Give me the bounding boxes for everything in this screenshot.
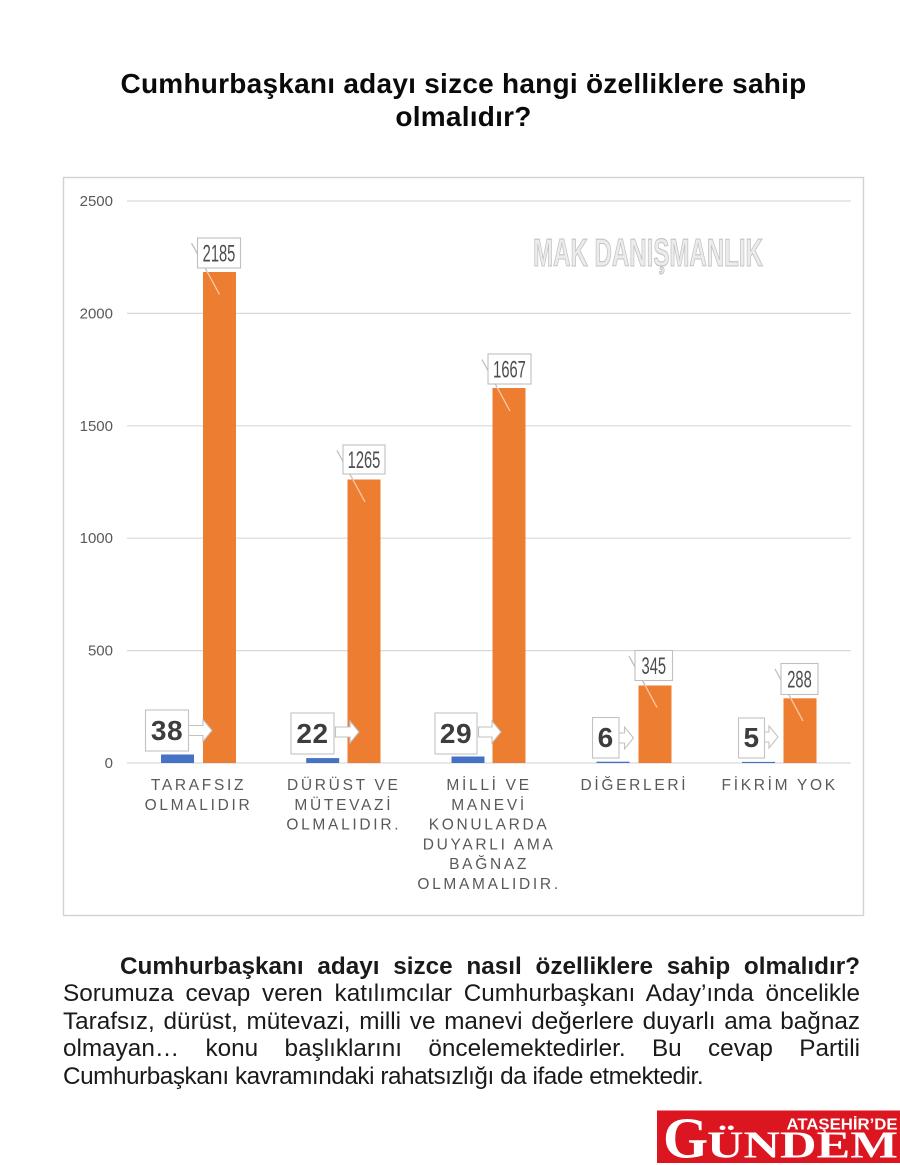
svg-text:2000: 2000 — [80, 305, 113, 322]
svg-text:500: 500 — [88, 643, 113, 660]
svg-text:MANEVİ: MANEVİ — [451, 796, 527, 814]
svg-text:ÜNDEM: ÜNDEM — [707, 1125, 898, 1165]
svg-text:OLMAMALIDIR.: OLMAMALIDIR. — [417, 876, 561, 893]
svg-text:1000: 1000 — [80, 530, 113, 547]
svg-text:TARAFSIZ: TARAFSIZ — [151, 777, 246, 794]
svg-text:29: 29 — [440, 718, 472, 749]
svg-text:ATAŞEHİR’DE: ATAŞEHİR’DE — [787, 1117, 898, 1134]
svg-text:MAK DANIŞMANLIK: MAK DANIŞMANLIK — [533, 231, 763, 274]
svg-text:OLMALIDIR.: OLMALIDIR. — [286, 817, 401, 834]
svg-text:2500: 2500 — [80, 193, 113, 210]
svg-text:BAĞNAZ: BAĞNAZ — [449, 856, 529, 873]
svg-text:1667: 1667 — [493, 357, 526, 384]
svg-text:345: 345 — [642, 653, 667, 680]
svg-text:0: 0 — [105, 755, 113, 772]
svg-text:38: 38 — [151, 715, 183, 746]
svg-text:1500: 1500 — [80, 418, 113, 435]
svg-text:KONULARDA: KONULARDA — [429, 817, 550, 834]
svg-text:FİKRİM YOK: FİKRİM YOK — [722, 776, 838, 794]
svg-text:OLMALIDIR: OLMALIDIR — [145, 797, 253, 814]
svg-text:22: 22 — [296, 718, 328, 749]
svg-text:DİĞERLERİ: DİĞERLERİ — [580, 776, 688, 794]
svg-text:DUYARLI AMA: DUYARLI AMA — [423, 836, 556, 853]
svg-text:G: G — [663, 1106, 708, 1165]
svg-text:MÜTEVAZİ: MÜTEVAZİ — [294, 796, 393, 814]
svg-text:DÜRÜST VE: DÜRÜST VE — [287, 776, 401, 794]
svg-text:1265: 1265 — [348, 447, 381, 474]
svg-text:288: 288 — [787, 667, 812, 694]
svg-text:6: 6 — [598, 722, 614, 753]
svg-text:5: 5 — [743, 722, 759, 753]
svg-text:MİLLİ VE: MİLLİ VE — [446, 776, 531, 794]
svg-text:2185: 2185 — [203, 241, 236, 268]
